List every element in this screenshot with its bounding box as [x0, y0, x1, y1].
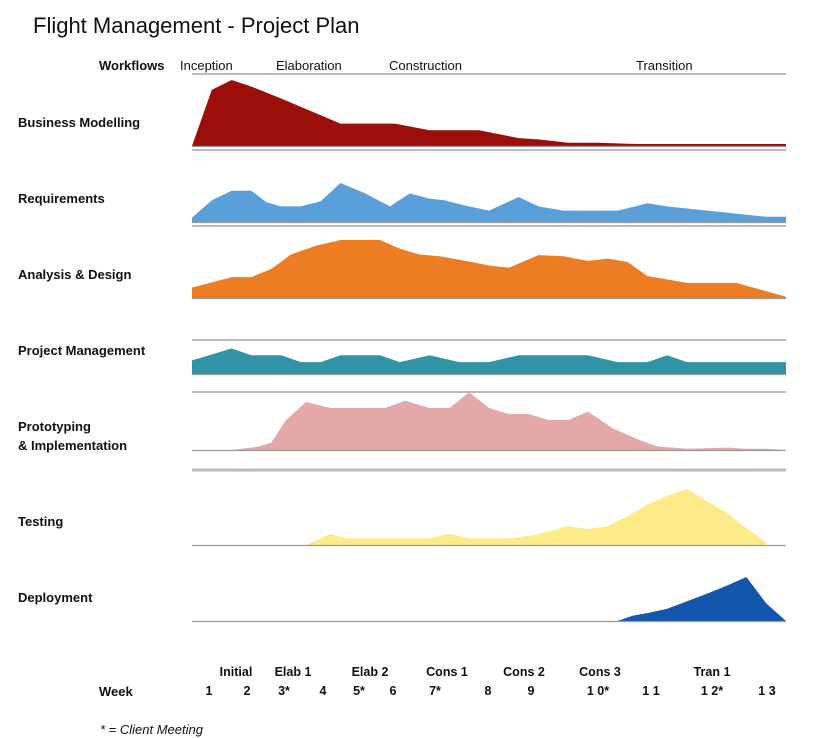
- phase-construction: Construction: [389, 58, 462, 73]
- week-tick-label: 8: [484, 684, 492, 698]
- week-tick-label: 3*: [278, 684, 290, 698]
- series-area-analysis-design: [192, 240, 786, 298]
- iteration-label: Cons 3: [579, 665, 621, 679]
- series-area-deployment: [617, 577, 786, 621]
- iteration-label: Elab 1: [274, 665, 312, 679]
- workflows-header: Workflows: [99, 58, 165, 73]
- series-area-testing: [305, 489, 767, 545]
- row-label-testing: Testing: [18, 514, 64, 529]
- series-area-requirements: [192, 183, 786, 222]
- week-tick-label: 4: [319, 684, 327, 698]
- week-tick-label: 1 2*: [700, 684, 724, 698]
- week-tick-label: 7*: [429, 684, 441, 698]
- series-area-business-modelling: [192, 80, 786, 146]
- week-tick-label: 5*: [353, 684, 365, 698]
- week-tick-label: 1 1: [642, 684, 660, 698]
- row-label-business-modelling: Business Modelling: [18, 115, 141, 130]
- week-tick-label: 2: [243, 684, 251, 698]
- row-label-project-management: Project Management: [18, 343, 146, 358]
- phase-inception: Inception: [180, 58, 233, 73]
- iteration-label: Cons 2: [503, 665, 545, 679]
- page-title: Flight Management - Project Plan: [33, 13, 360, 38]
- row-label-analysis-design: Analysis & Design: [18, 267, 132, 282]
- iteration-label: Initial: [219, 665, 253, 679]
- week-tick-label: 6: [389, 684, 397, 698]
- week-tick-label: 1 3: [758, 684, 776, 698]
- iteration-label: Tran 1: [693, 665, 731, 679]
- week-tick-label: 1: [205, 684, 213, 698]
- series-area-project-management: [192, 348, 786, 374]
- row-label-deployment: Deployment: [18, 590, 93, 605]
- iteration-label: Elab 2: [351, 665, 389, 679]
- row-label-requirements: Requirements: [18, 191, 105, 206]
- series-area-prototyping-implementation: [192, 392, 786, 450]
- week-tick-label: 1 0*: [586, 684, 610, 698]
- phase-elaboration: Elaboration: [276, 58, 342, 73]
- row-label-prototyping-implementation: Prototyping & Implementation: [18, 419, 128, 453]
- week-tick-label: 9: [527, 684, 535, 698]
- iteration-label: Cons 1: [426, 665, 468, 679]
- week-axis-label: Week: [99, 684, 133, 699]
- phase-transition: Transition: [636, 58, 693, 73]
- client-meeting-footnote: * = Client Meeting: [100, 722, 203, 737]
